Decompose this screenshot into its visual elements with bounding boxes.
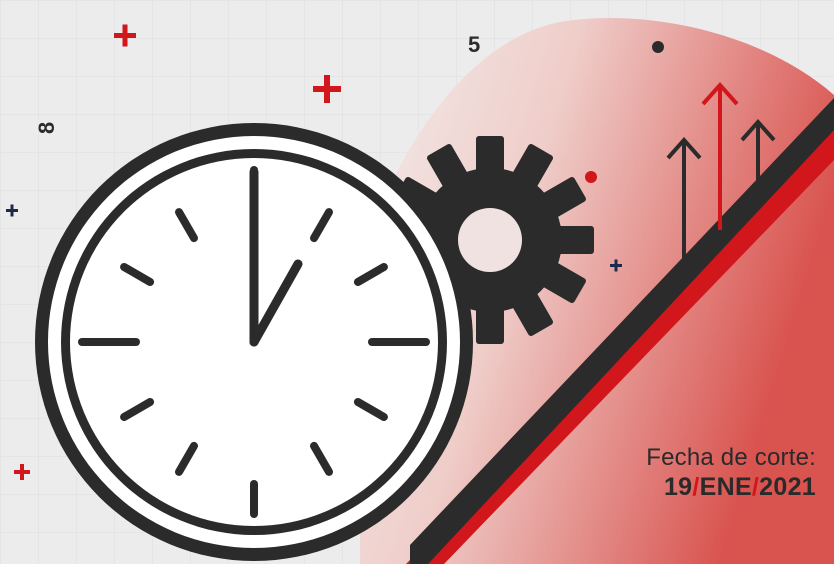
date-separator: / (751, 473, 760, 501)
date-month: ENE (699, 473, 752, 501)
diagonal-stripe-dark (410, 98, 834, 564)
scatter-digit-five: 5 (468, 32, 480, 57)
cutoff-date: 19/ENE/2021 (560, 473, 816, 502)
plus-icon (14, 24, 341, 480)
clock-hour-hand (249, 259, 303, 347)
scatter-digit-eight: 8 (34, 122, 59, 134)
cutoff-label: Fecha de corte: (646, 444, 816, 471)
clock-icon (35, 123, 473, 561)
date-separator: / (692, 473, 700, 501)
date-day: 19 (663, 473, 693, 501)
plus-icon (6, 204, 622, 272)
date-year: 2021 (759, 473, 816, 501)
cutoff-caption: Fecha de corte: 19/ENE/2021 (560, 444, 816, 502)
growth-arrows-icon (666, 82, 776, 270)
dot-icon (585, 171, 597, 183)
dot-icon (652, 41, 664, 53)
